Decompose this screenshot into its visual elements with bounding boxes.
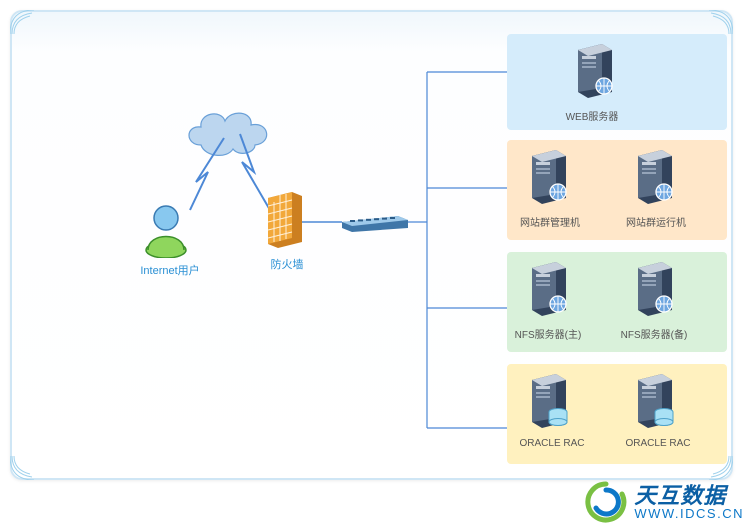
- frame-corner-bl: [10, 456, 34, 480]
- server-nfs-primary: [528, 260, 568, 318]
- watermark-title: 天互数据: [634, 484, 744, 507]
- firewall-label: 防火墙: [262, 256, 312, 272]
- firewall-icon: [268, 192, 302, 248]
- diagram-frame: Internet用户 防火墙: [10, 10, 733, 480]
- server-site-manager-label: 网站群管理机: [510, 214, 590, 229]
- server-nfs-standby-label: NFS服务器(备): [614, 326, 694, 341]
- server-oracle-2: [634, 372, 674, 430]
- server-nfs-primary-label: NFS服务器(主): [508, 326, 588, 341]
- server-oracle-2-label: ORACLE RAC: [618, 438, 698, 449]
- server-nfs-standby: [634, 260, 674, 318]
- server-oracle-1-label: ORACLE RAC: [512, 438, 592, 449]
- server-web-label: WEB服务器: [552, 108, 632, 123]
- frame-corner-tl: [10, 10, 34, 34]
- watermark-logo-icon: [584, 480, 628, 524]
- internet-cloud-icon: [187, 107, 271, 157]
- internet-user-icon: [142, 202, 190, 258]
- watermark: 天互数据 WWW.IDCS.CN: [584, 480, 744, 524]
- server-site-runner-label: 网站群运行机: [616, 214, 696, 229]
- server-site-runner: [634, 148, 674, 206]
- frame-corner-tr: [709, 10, 733, 34]
- server-site-manager: [528, 148, 568, 206]
- watermark-url: WWW.IDCS.CN: [634, 507, 744, 521]
- internet-user-label: Internet用户: [130, 262, 210, 278]
- server-oracle-1: [528, 372, 568, 430]
- network-switch-icon: [342, 216, 408, 232]
- server-web: [574, 42, 614, 100]
